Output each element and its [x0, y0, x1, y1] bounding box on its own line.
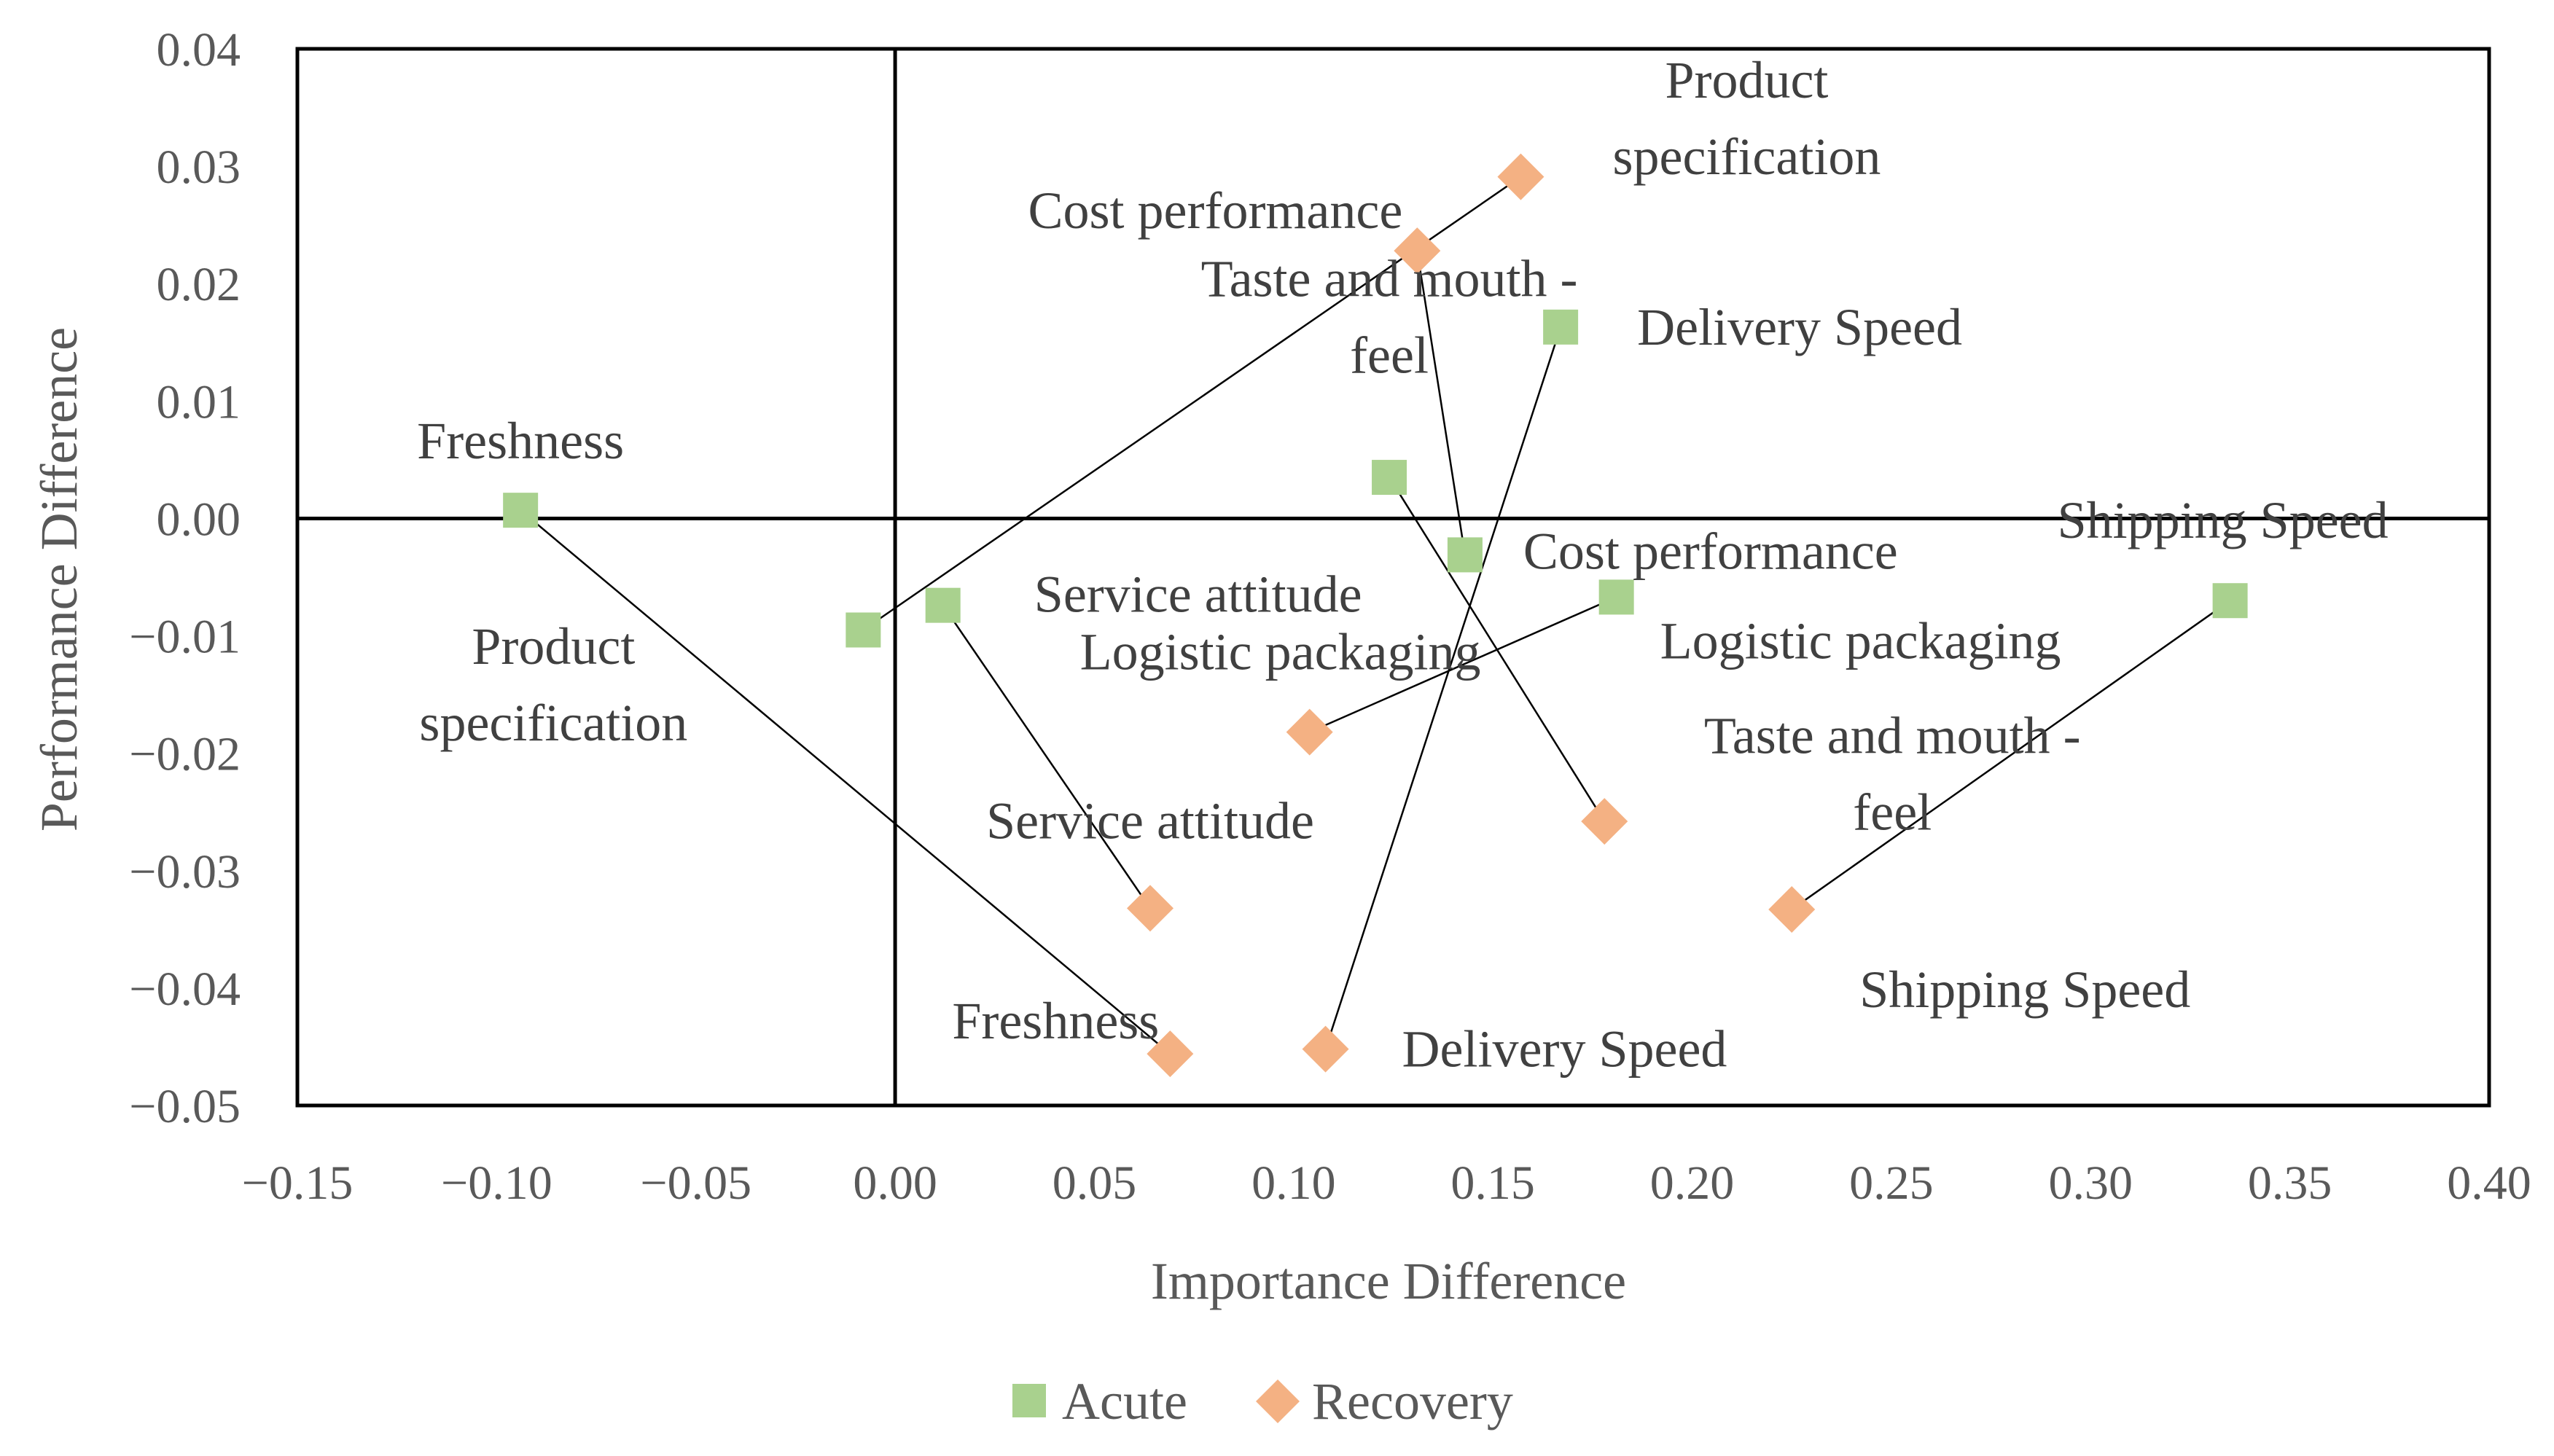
acute-marker [503, 493, 539, 528]
recovery-point-label: Service attitude [986, 791, 1314, 850]
axes [295, 47, 2491, 1108]
x-tick-label: −0.10 [441, 1156, 552, 1210]
x-tick-label: 0.15 [1450, 1156, 1535, 1210]
recovery-marker [1394, 227, 1441, 275]
acute-point-label: Cost performance [1523, 522, 1898, 580]
recovery-marker [1126, 885, 1173, 932]
point-labels: Freshness Product specification Service att… [417, 51, 2388, 1079]
tick-labels: −0.15 −0.10 −0.05 0.00 0.05 0.10 0.15 0.20 0.25 0… [129, 23, 2531, 1210]
y-tick-label: −0.03 [129, 845, 241, 899]
plot-frame [295, 47, 2491, 1108]
x-tick-label: 0.35 [2248, 1156, 2332, 1210]
x-tick-label: 0.20 [1650, 1156, 1735, 1210]
recovery-point-label: Freshness [952, 992, 1159, 1050]
recovery-point-label: Cost performance [1028, 181, 1402, 240]
connector-line [1416, 250, 1467, 555]
legend-recovery-label: Recovery [1312, 1372, 1513, 1430]
x-tick-label: 0.10 [1251, 1156, 1336, 1210]
acute-marker [1372, 460, 1407, 496]
acute-point-label: Service attitude [1034, 565, 1362, 624]
acute-point-label: Delivery Speed [1637, 298, 1962, 356]
x-tick-label: 0.30 [2049, 1156, 2133, 1210]
x-axis-title: Importance Difference [1151, 1252, 1626, 1310]
connector-line [1791, 600, 2231, 910]
acute-marker [1447, 537, 1483, 573]
x-tick-label: −0.05 [640, 1156, 751, 1210]
legend: Acute Recovery [1012, 1372, 1513, 1430]
acute-point-label: Product specification [419, 617, 687, 752]
y-tick-label: −0.05 [129, 1080, 241, 1133]
y-tick-label: 0.00 [157, 493, 241, 546]
acute-marker [1543, 309, 1579, 345]
recovery-point-label: Taste and mouth -feel [1704, 707, 2081, 842]
acute-marker [2212, 583, 2248, 619]
recovery-point-label: Delivery Speed [1402, 1020, 1727, 1079]
connector-lines [520, 176, 2231, 1055]
recovery-point-label: Shipping Speed [1859, 960, 2190, 1019]
connector-line [1324, 326, 1562, 1050]
connector-line [942, 604, 1152, 909]
recovery-point-label: Logistic packaging [1080, 623, 1481, 681]
acute-marker [1598, 579, 1634, 615]
recovery-marker [1497, 153, 1544, 200]
acute-point-label: Taste and mouth -feel [1201, 250, 1578, 385]
x-tick-label: 0.00 [853, 1156, 937, 1210]
legend-acute-swatch [1012, 1384, 1046, 1417]
y-axis-title: Performance Difference [30, 327, 88, 831]
y-tick-label: −0.04 [129, 963, 241, 1016]
recovery-marker [1147, 1030, 1194, 1078]
recovery-point-label: Product specification [1613, 51, 1881, 186]
recovery-marker [1286, 708, 1333, 756]
y-tick-label: −0.01 [129, 611, 241, 664]
y-tick-label: −0.02 [129, 728, 241, 781]
y-tick-label: 0.02 [157, 258, 241, 311]
legend-recovery-swatch [1256, 1379, 1300, 1423]
data-markers [503, 153, 2248, 1078]
connector-line [520, 509, 1171, 1055]
y-tick-label: 0.01 [157, 375, 241, 428]
x-tick-label: 0.40 [2447, 1156, 2531, 1210]
x-tick-label: 0.25 [1849, 1156, 1934, 1210]
acute-marker [925, 587, 961, 623]
recovery-marker [1581, 798, 1628, 845]
acute-marker [846, 612, 881, 648]
connector-line [1309, 596, 1617, 733]
y-tick-label: 0.03 [157, 141, 241, 194]
acute-point-label: Logistic packaging [1660, 611, 2061, 670]
x-tick-label: 0.05 [1053, 1156, 1137, 1210]
x-tick-label: −0.15 [242, 1156, 354, 1210]
acute-point-label: Shipping Speed [2058, 491, 2389, 549]
recovery-marker [1768, 885, 1816, 933]
recovery-marker [1302, 1025, 1349, 1073]
acute-point-label: Freshness [417, 412, 624, 470]
legend-acute-label: Acute [1062, 1372, 1187, 1430]
y-tick-label: 0.04 [157, 23, 241, 77]
